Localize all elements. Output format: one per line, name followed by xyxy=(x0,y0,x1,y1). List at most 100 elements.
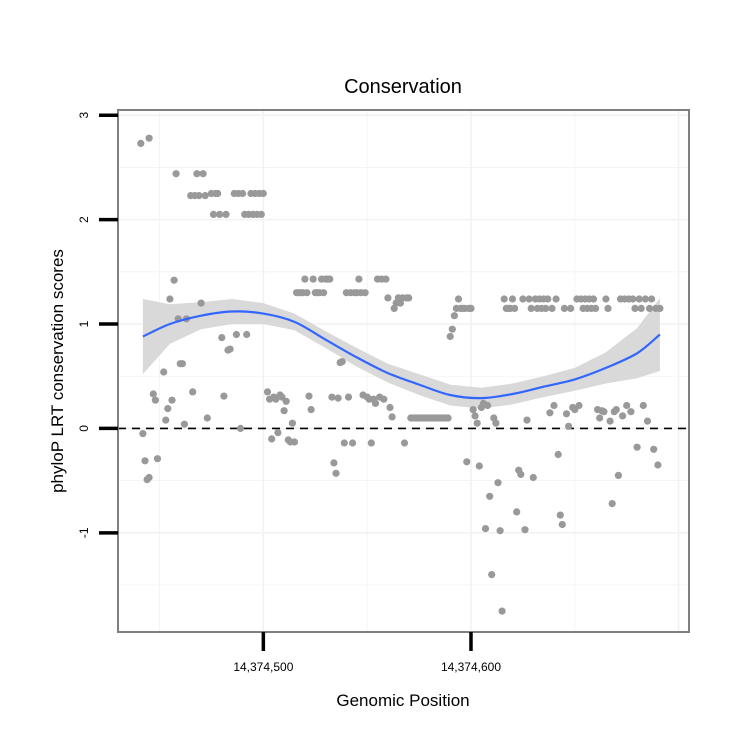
data-point xyxy=(575,401,583,410)
data-point xyxy=(145,473,153,482)
data-point xyxy=(496,527,504,535)
data-point xyxy=(637,304,645,312)
data-point xyxy=(494,479,502,487)
y-tick-label: -1 xyxy=(77,527,91,538)
data-point xyxy=(172,170,180,178)
data-point xyxy=(635,295,643,303)
data-point xyxy=(201,192,209,200)
data-point xyxy=(645,304,654,312)
data-point xyxy=(631,304,639,312)
data-point xyxy=(305,392,313,400)
data-point xyxy=(481,525,490,533)
data-point xyxy=(643,417,652,425)
data-point xyxy=(604,304,612,312)
data-point xyxy=(596,414,604,422)
data-point xyxy=(556,511,564,519)
data-point xyxy=(554,450,562,459)
data-point xyxy=(340,439,348,447)
data-point xyxy=(226,345,234,353)
data-point xyxy=(137,139,145,147)
x-axis-title: Genomic Position xyxy=(336,691,469,710)
data-point xyxy=(303,289,311,297)
data-point xyxy=(239,189,247,198)
data-point xyxy=(529,473,537,482)
data-point xyxy=(510,304,519,312)
x-axis: 14,374,500 14,374,600 xyxy=(233,632,501,674)
data-point xyxy=(257,210,265,218)
data-point xyxy=(589,295,598,303)
y-axis-title: phyloP LRT conservation scores xyxy=(48,249,67,493)
data-point xyxy=(463,458,471,466)
data-point xyxy=(263,388,272,396)
data-point xyxy=(521,526,529,534)
data-point xyxy=(475,462,483,470)
data-point xyxy=(523,416,531,424)
data-point xyxy=(484,401,492,410)
data-point xyxy=(282,397,290,405)
data-point xyxy=(560,304,569,312)
y-tick-label: 0 xyxy=(77,425,91,432)
data-point xyxy=(361,289,369,297)
data-point xyxy=(166,295,174,303)
x-tick-label: 14,374,600 xyxy=(441,660,501,674)
data-point xyxy=(633,443,641,451)
data-point xyxy=(153,455,162,463)
data-point xyxy=(388,413,396,421)
data-point xyxy=(193,170,201,178)
data-point xyxy=(195,192,203,200)
data-point xyxy=(332,469,340,477)
data-points xyxy=(137,134,664,615)
data-point xyxy=(639,401,647,410)
y-tick-label: 3 xyxy=(77,112,91,119)
data-point xyxy=(330,459,338,467)
data-point xyxy=(180,420,188,428)
data-point xyxy=(546,409,554,417)
data-point xyxy=(197,299,205,307)
data-point xyxy=(259,189,267,198)
data-point xyxy=(558,520,566,529)
data-point xyxy=(623,401,631,410)
data-point xyxy=(178,360,186,368)
data-point xyxy=(199,170,207,178)
data-point xyxy=(162,416,170,424)
data-point xyxy=(290,438,299,446)
data-point xyxy=(648,295,656,303)
data-point xyxy=(149,390,157,398)
data-point xyxy=(600,408,608,416)
data-point xyxy=(473,419,481,427)
data-point xyxy=(450,312,458,320)
data-point xyxy=(602,295,610,303)
data-point xyxy=(164,405,172,413)
data-point xyxy=(517,470,525,478)
data-point xyxy=(469,406,477,414)
data-point xyxy=(592,304,600,312)
data-point xyxy=(309,275,317,283)
data-point xyxy=(160,368,168,376)
data-point xyxy=(444,414,452,422)
data-point xyxy=(562,410,571,418)
x-tick-label: 14,374,500 xyxy=(233,660,293,674)
data-point xyxy=(614,471,623,479)
data-point xyxy=(334,394,342,402)
chart-title: Conservation xyxy=(344,76,462,98)
data-point xyxy=(492,419,500,427)
data-point xyxy=(280,407,288,415)
data-point xyxy=(627,408,635,416)
data-point xyxy=(400,439,409,447)
confidence-band xyxy=(142,297,660,409)
data-point xyxy=(448,325,456,333)
data-point xyxy=(344,393,353,401)
data-point xyxy=(288,419,296,427)
data-point xyxy=(367,439,375,447)
confidence-band-area xyxy=(142,297,660,409)
data-point xyxy=(519,295,527,303)
y-tick-label: 2 xyxy=(77,216,91,223)
data-point xyxy=(471,412,479,420)
data-point xyxy=(145,134,153,142)
data-point xyxy=(606,417,614,425)
data-point xyxy=(629,295,637,303)
data-point xyxy=(268,435,276,443)
data-point xyxy=(513,508,521,516)
data-point xyxy=(405,294,413,302)
